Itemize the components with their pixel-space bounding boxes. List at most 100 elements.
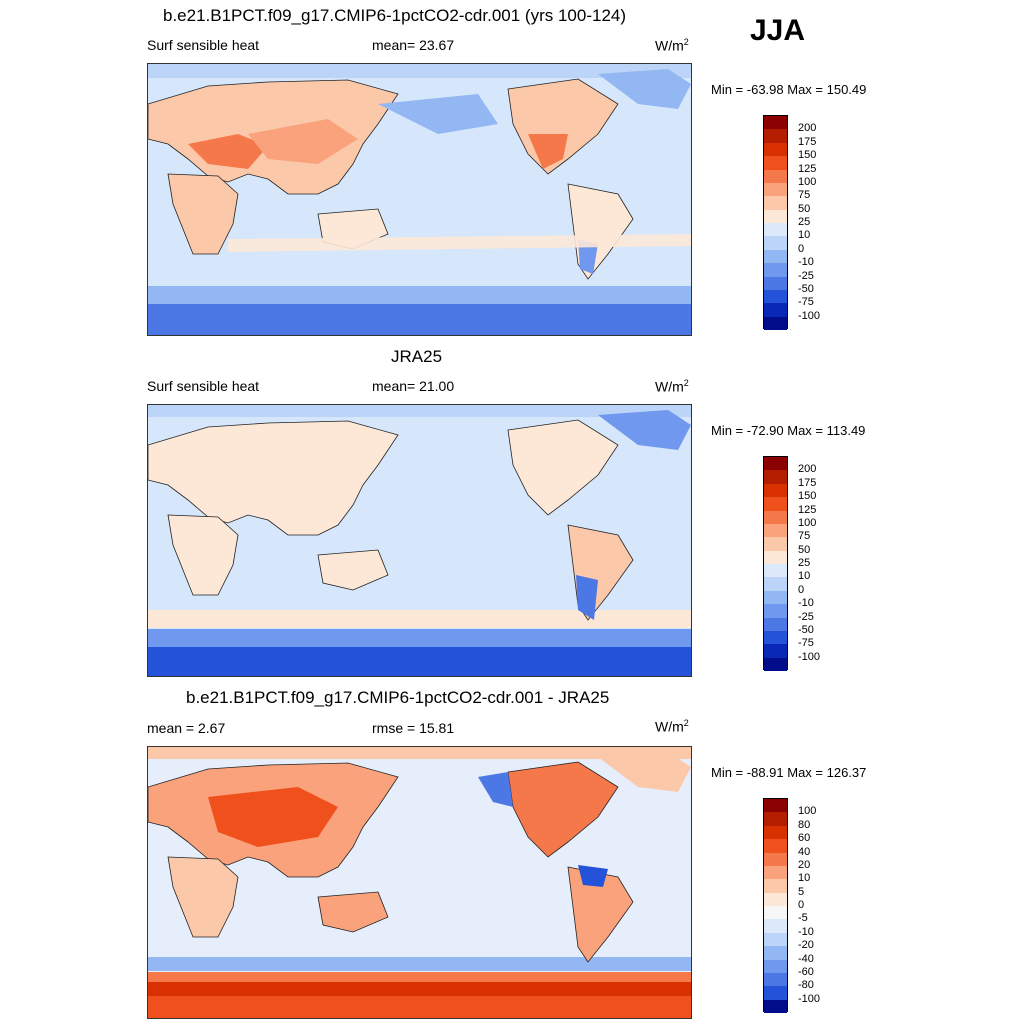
panel-3-minmax: Min = -88.91 Max = 126.37 bbox=[711, 765, 867, 780]
colorbar-swatch bbox=[764, 852, 787, 866]
panel-1-map-field bbox=[148, 64, 691, 335]
colorbar-tick-label: 5 bbox=[798, 885, 805, 898]
colorbar-swatch bbox=[764, 590, 787, 605]
colorbar-swatch bbox=[764, 657, 787, 671]
asia-hot-region bbox=[208, 787, 338, 847]
panel-1-variable-label: Surf sensible heat bbox=[147, 37, 260, 53]
colorbar-tick-label: -10 bbox=[798, 256, 814, 269]
colorbar-swatch bbox=[764, 497, 787, 511]
southern-ocean-band bbox=[148, 645, 691, 676]
colorbar-swatch bbox=[764, 617, 787, 631]
panel-2-mean-label: mean= 21.00 bbox=[372, 378, 455, 394]
colorbar-swatch bbox=[764, 470, 787, 484]
colorbar-swatch bbox=[764, 523, 787, 538]
north-pacific-cool bbox=[378, 94, 498, 134]
colorbar-tick-label: -50 bbox=[798, 282, 814, 295]
colorbar-tick-label: -75 bbox=[798, 637, 814, 650]
colorbar-swatch bbox=[764, 630, 787, 645]
colorbar-tick-label: 50 bbox=[798, 202, 811, 215]
north-america bbox=[507, 419, 619, 516]
colorbar-swatch bbox=[764, 999, 787, 1013]
colorbar-swatch bbox=[764, 550, 787, 564]
colorbar-swatch bbox=[764, 959, 787, 973]
colorbar-swatch bbox=[764, 879, 787, 893]
colorbar-tick-label: -100 bbox=[798, 650, 821, 663]
colorbar-swatch bbox=[764, 289, 787, 304]
greenland-atlantic-cool bbox=[598, 69, 691, 109]
greenland-atlantic-cool bbox=[598, 410, 691, 450]
colorbar-tick-label: 10 bbox=[798, 872, 811, 885]
panel-1-mean-label: mean= 23.67 bbox=[372, 37, 455, 53]
panel-3-colorbar-swatches bbox=[763, 798, 788, 1013]
colorbar-swatch bbox=[764, 564, 787, 578]
colorbar-swatch bbox=[764, 906, 787, 920]
colorbar-tick-label: 25 bbox=[798, 216, 811, 228]
eurasia-africa-north bbox=[148, 420, 399, 536]
colorbar-tick-label: -25 bbox=[798, 269, 814, 282]
colorbar-swatch bbox=[764, 182, 787, 197]
colorbar-tick-label: 125 bbox=[798, 162, 817, 175]
colorbar-swatch bbox=[764, 142, 787, 157]
south-america bbox=[567, 866, 634, 963]
colorbar-swatch bbox=[764, 932, 787, 947]
colorbar-swatch bbox=[764, 839, 787, 853]
panel-3-map bbox=[147, 746, 692, 1019]
amazon-cool-region bbox=[578, 865, 608, 887]
colorbar-tick-label: 175 bbox=[798, 476, 817, 489]
arctic-field bbox=[148, 64, 691, 78]
colorbar-swatch bbox=[764, 223, 787, 237]
australia bbox=[317, 549, 389, 591]
colorbar-swatch bbox=[764, 129, 787, 143]
colorbar-tick-label: -10 bbox=[798, 597, 814, 610]
colorbar-swatch bbox=[764, 209, 787, 223]
patagonia-cool-region bbox=[576, 575, 598, 620]
colorbar-tick-label: -10 bbox=[798, 925, 814, 938]
southern-warm-band bbox=[148, 610, 691, 628]
southern-warm-band-2 bbox=[148, 996, 691, 1018]
panel-3-rmse-label: rmse = 15.81 bbox=[372, 720, 455, 736]
colorbar-tick-label: 150 bbox=[798, 490, 817, 503]
africa bbox=[167, 514, 239, 596]
colorbar-swatch bbox=[764, 156, 787, 170]
colorbar-tick-label: 50 bbox=[798, 543, 811, 556]
season-label: JJA bbox=[750, 14, 806, 47]
panel-2-title: JRA25 bbox=[391, 347, 443, 366]
colorbar-swatch bbox=[764, 510, 787, 524]
panel-1-title: b.e21.B1PCT.f09_g17.CMIP6-1pctCO2-cdr.00… bbox=[163, 6, 627, 25]
colorbar-swatch bbox=[764, 263, 787, 277]
colorbar-swatch bbox=[764, 919, 787, 933]
colorbar-tick-label: -40 bbox=[798, 952, 814, 965]
southern-ocean-band bbox=[148, 302, 691, 335]
colorbar-swatch bbox=[764, 116, 787, 130]
arctic-field bbox=[148, 405, 691, 417]
colorbar-swatch bbox=[764, 986, 787, 1000]
panel-3-map-field bbox=[148, 747, 691, 1018]
colorbar-tick-label: -50 bbox=[798, 623, 814, 636]
colorbar-swatch bbox=[764, 946, 787, 960]
southern-ocean-band-light bbox=[148, 286, 691, 304]
panel-1-units: W/m2 bbox=[655, 37, 689, 54]
colorbar-tick-label: -100 bbox=[798, 992, 821, 1005]
colorbar-tick-label: 0 bbox=[798, 583, 805, 596]
panel-1-minmax: Min = -63.98 Max = 150.49 bbox=[711, 82, 867, 97]
asia-warm-region bbox=[248, 119, 358, 164]
colorbar-swatch bbox=[764, 169, 787, 183]
southern-warm-band-1 bbox=[148, 972, 691, 982]
colorbar-tick-label: -100 bbox=[798, 309, 821, 322]
southern-hot-band bbox=[148, 982, 691, 996]
north-america bbox=[507, 761, 619, 858]
africa bbox=[167, 173, 239, 255]
colorbar-swatch bbox=[764, 892, 787, 906]
colorbar-tick-label: 80 bbox=[798, 818, 811, 831]
colorbar-tick-label: -75 bbox=[798, 296, 814, 309]
sahara-hot-region bbox=[188, 134, 268, 169]
colorbar-swatch bbox=[764, 799, 787, 813]
panel-1-colorbar-swatches bbox=[763, 115, 788, 330]
colorbar-swatch bbox=[764, 604, 787, 618]
colorbar-swatch bbox=[764, 276, 787, 290]
colorbar-swatch bbox=[764, 644, 787, 658]
colorbar-tick-label: 200 bbox=[798, 122, 817, 135]
colorbar-swatch bbox=[764, 483, 787, 498]
arctic-field bbox=[148, 747, 691, 759]
north-pacific-cool bbox=[478, 772, 513, 807]
